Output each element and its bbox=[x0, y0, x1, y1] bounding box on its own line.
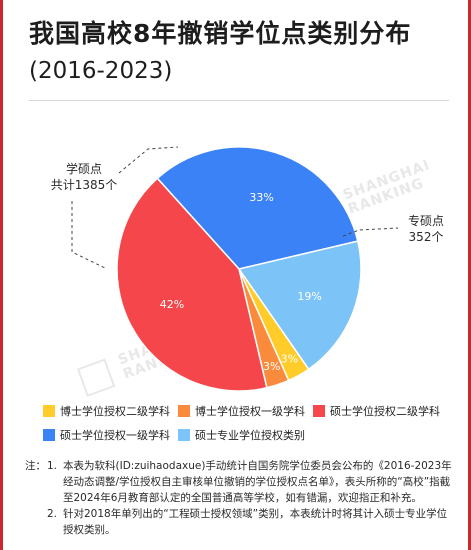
pie-slice-label: 19% bbox=[297, 290, 321, 303]
pie-slice-master-secondary bbox=[116, 177, 268, 392]
note-prefix: 注： bbox=[25, 460, 46, 472]
callout-professional: 专硕点 352个 bbox=[401, 213, 451, 245]
chart-title: 我国高校8年撤销学位点类别分布 bbox=[29, 19, 412, 48]
legend-item: 博士学位授权二级学科 bbox=[43, 403, 170, 419]
chart-subtitle: (2016-2023) bbox=[29, 58, 173, 84]
pie-slice-label: 33% bbox=[249, 191, 273, 204]
pie-slice-label: 3% bbox=[281, 352, 298, 365]
legend-label: 博士学位授权二级学科 bbox=[60, 405, 170, 418]
legend-label: 硕士专业学位授权类别 bbox=[195, 429, 305, 442]
legend-label: 硕士学位授权二级学科 bbox=[330, 405, 440, 418]
pie-slice-label: 42% bbox=[160, 298, 184, 311]
legend-item: 硕士专业学位授权类别 bbox=[178, 427, 305, 443]
pie-slice-professional bbox=[237, 240, 362, 371]
legend-item: 硕士学位授权一级学科 bbox=[43, 427, 170, 443]
note-text: 本表为软科(ID:zuihaodaxue)手动统计自国务院学位委员会公布的《20… bbox=[63, 460, 452, 504]
note-1: 注： 1. 本表为软科(ID:zuihaodaxue)手动统计自国务院学位委员会… bbox=[25, 458, 453, 506]
pie-slice-academic bbox=[156, 146, 359, 270]
legend-label: 硕士学位授权一级学科 bbox=[60, 429, 170, 442]
notes: 注： 1. 本表为软科(ID:zuihaodaxue)手动统计自国务院学位委员会… bbox=[25, 458, 453, 538]
legend-label: 博士学位授权一级学科 bbox=[195, 405, 305, 418]
note-text: 针对2018年单列出的“工程硕士授权领域”类别，本表统计时将其计入硕士专业学位授… bbox=[63, 508, 448, 536]
legend-swatch bbox=[178, 405, 190, 417]
legend-swatch bbox=[43, 405, 55, 417]
callout-line-academic bbox=[118, 146, 179, 174]
legend-swatch bbox=[43, 429, 55, 441]
legend-item: 硕士学位授权二级学科 bbox=[313, 403, 440, 419]
callout-line-academic-lower bbox=[71, 201, 106, 269]
callout-line-professional bbox=[342, 227, 399, 237]
pie-chart: 33% 19% 3%3% 42% bbox=[71, 146, 399, 392]
pie-slice-label: 3% bbox=[263, 360, 280, 373]
callout-professional-count: 352个 bbox=[408, 230, 444, 244]
legend-swatch bbox=[178, 429, 190, 441]
legend-item: 博士学位授权一级学科 bbox=[178, 403, 305, 419]
note-number: 2. bbox=[47, 508, 58, 520]
legend-swatch bbox=[313, 405, 325, 417]
note-number: 1. bbox=[47, 460, 58, 472]
callout-professional-name: 专硕点 bbox=[407, 214, 444, 228]
callout-academic: 学硕点 共计1385个 bbox=[47, 161, 121, 193]
callout-academic-name: 学硕点 bbox=[65, 162, 102, 176]
callout-academic-count: 共计1385个 bbox=[50, 178, 118, 192]
note-2: 2. 针对2018年单列出的“工程硕士授权领域”类别，本表统计时将其计入硕士专业… bbox=[25, 506, 453, 538]
title-divider bbox=[29, 100, 449, 101]
